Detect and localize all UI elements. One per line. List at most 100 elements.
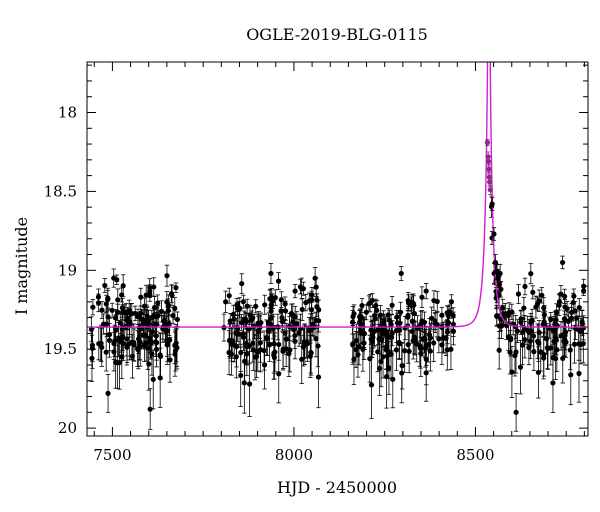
data-point [105, 309, 111, 325]
data-point [513, 392, 519, 432]
data-point [402, 316, 408, 341]
peak-points-layer [484, 138, 504, 298]
data-point [173, 324, 179, 363]
data-point [351, 304, 357, 323]
data-point [269, 288, 275, 308]
data-point [265, 312, 272, 333]
model-layer [87, 62, 588, 328]
data-point [143, 309, 149, 335]
data-point [113, 314, 119, 347]
data-point [153, 322, 159, 350]
data-point [565, 311, 571, 332]
data-point [568, 307, 575, 330]
data-point [244, 331, 250, 377]
data-point [398, 266, 404, 281]
data-point [173, 282, 179, 293]
data-point [353, 331, 359, 369]
data-point [287, 327, 293, 373]
data-point [240, 323, 247, 351]
axis-layer: 7500 8000 8500 18 18.5 19 19.5 20 [44, 62, 588, 464]
data-point [167, 337, 173, 383]
peak-data-point [487, 184, 493, 195]
data-point [315, 324, 321, 368]
data-point [250, 306, 256, 329]
data-point [239, 273, 245, 294]
data-point [302, 323, 308, 365]
data-point [525, 315, 531, 346]
data-point [227, 313, 233, 329]
data-point [233, 318, 239, 348]
data-point [434, 291, 440, 312]
data-point [303, 293, 309, 312]
data-point [450, 317, 457, 346]
data-point [559, 255, 566, 270]
model-curve [87, 62, 588, 328]
peak-data-point [491, 227, 497, 241]
data-point [567, 329, 573, 371]
data-point [429, 306, 435, 330]
data-point [388, 314, 394, 335]
data-point [109, 302, 115, 318]
data-point [399, 342, 405, 404]
data-point [533, 295, 539, 319]
data-point [89, 328, 96, 369]
data-point [397, 311, 403, 336]
data-point [119, 287, 125, 303]
data-point [367, 334, 373, 383]
data-point [564, 300, 570, 317]
peak-data-point [498, 280, 504, 298]
data-point [275, 272, 282, 290]
peak-data-point [484, 138, 491, 147]
data-point [280, 329, 286, 370]
data-point [554, 327, 560, 373]
data-point [250, 328, 256, 372]
data-point [519, 325, 526, 366]
data-point [512, 334, 518, 377]
data-point [296, 318, 302, 347]
data-point [315, 346, 322, 409]
data-point [166, 311, 172, 336]
data-point [292, 284, 298, 299]
data-point [228, 326, 235, 362]
data-point [363, 304, 369, 321]
chart-title: OGLE-2019-BLG-0115 [246, 25, 428, 44]
data-point [238, 343, 244, 408]
data-point [558, 321, 564, 351]
data-point [562, 288, 568, 304]
data-point [314, 293, 320, 307]
x-axis-label: HJD - 2450000 [277, 478, 397, 497]
y-tick-label: 18.5 [44, 182, 77, 200]
data-point [515, 284, 522, 304]
data-point [509, 345, 515, 399]
data-point [138, 287, 144, 307]
data-point [517, 340, 524, 395]
data-point [576, 344, 582, 403]
data-point [418, 330, 424, 377]
data-point [396, 325, 402, 360]
y-tick-label: 20 [58, 419, 77, 437]
data-point [98, 324, 104, 362]
data-point [140, 320, 146, 350]
data-point [541, 332, 547, 377]
data-point [95, 293, 102, 313]
data-point [378, 335, 384, 388]
data-point [174, 328, 180, 367]
data-point [494, 307, 500, 326]
data-point [147, 388, 153, 431]
data-point [155, 294, 161, 312]
y-tick-label: 18 [58, 103, 77, 121]
data-point [278, 291, 284, 309]
data-point [359, 298, 365, 313]
x-tick-label: 8000 [275, 446, 313, 464]
data-point [226, 287, 232, 304]
data-point [350, 325, 356, 365]
data-point [522, 277, 528, 296]
data-point [262, 294, 268, 315]
data-point [261, 330, 267, 371]
data-point [223, 290, 229, 313]
data-point [531, 332, 537, 372]
data-point [539, 287, 545, 304]
y-tick-label: 19 [58, 261, 77, 279]
data-point [105, 374, 111, 413]
